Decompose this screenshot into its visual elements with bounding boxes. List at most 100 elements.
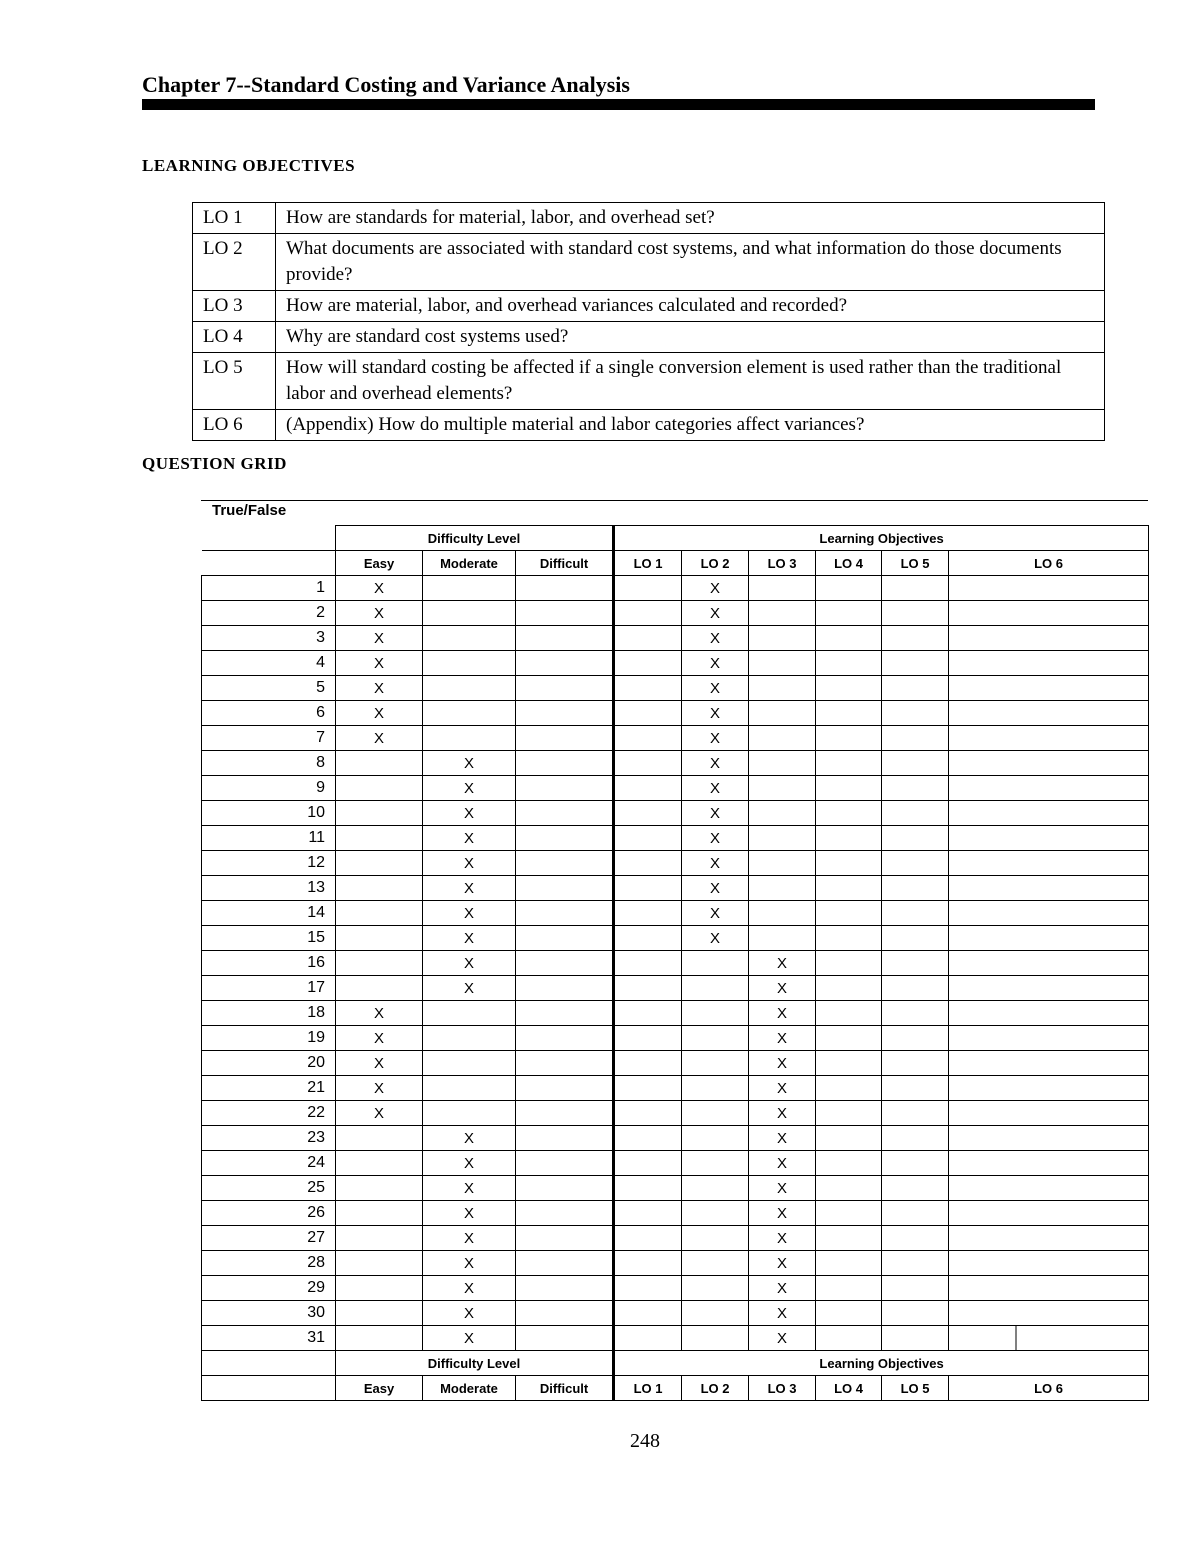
question-number: 30: [201, 1300, 336, 1326]
lo-cell: [881, 1300, 950, 1326]
lo-cell: [681, 1125, 750, 1151]
difficulty-cell: [514, 700, 616, 726]
lo-cell: [681, 1100, 750, 1126]
difficulty-cell: [514, 975, 616, 1001]
lo-cell: [815, 825, 883, 851]
difficulty-cell: [514, 925, 616, 951]
lo-cell: [881, 850, 950, 876]
lo-cell: [881, 775, 950, 801]
lo-cell: [948, 1125, 1150, 1151]
table-row: 29 X X: [201, 1275, 1150, 1301]
lo-cell: [948, 625, 1150, 651]
lo-cell: [748, 750, 817, 776]
table-row: 31 X X: [201, 1325, 1150, 1351]
question-number: 4: [201, 650, 336, 676]
question-number: 19: [201, 1025, 336, 1051]
difficulty-cell: [514, 1275, 616, 1301]
lo-cell: [815, 725, 883, 751]
lo-text: What documents are associated with stand…: [275, 233, 1105, 291]
lo-cell: [815, 1325, 883, 1351]
difficulty-cell: X: [422, 750, 516, 776]
lo-cell: [681, 950, 750, 976]
lo-cell: [948, 1300, 1150, 1326]
difficulty-cell: [514, 900, 616, 926]
learning-objectives-heading: LEARNING OBJECTIVES: [142, 156, 356, 175]
difficulty-cell: X: [335, 1050, 423, 1076]
lo-col-4: LO 4: [815, 1375, 883, 1401]
lo-col-5: LO 5: [881, 1375, 950, 1401]
lo-cell: [815, 575, 883, 601]
difficulty-col-easy: Easy: [335, 1375, 423, 1401]
lo-cell: [613, 975, 683, 1001]
lo-cell: [613, 800, 683, 826]
table-row: 28 X X: [201, 1250, 1150, 1276]
difficulty-cell: [422, 1100, 516, 1126]
lo-header: Learning Objectives: [613, 525, 1150, 551]
table-row: 12 X X: [201, 850, 1150, 876]
lo-cell: [815, 625, 883, 651]
lo-cell: X: [748, 1300, 817, 1326]
lo-cell: [681, 1225, 750, 1251]
lo-cell: X: [748, 1050, 817, 1076]
lo-cell: X: [681, 800, 750, 826]
lo-cell: [613, 1275, 683, 1301]
difficulty-cell: X: [422, 975, 516, 1001]
lo-cell: [948, 850, 1150, 876]
table-row: 15 X X: [201, 925, 1150, 951]
lo-cell: [948, 750, 1150, 776]
question-number: 28: [201, 1250, 336, 1276]
lo-cell: [881, 1225, 950, 1251]
lo-cell: [815, 800, 883, 826]
lo-cell: [881, 1125, 950, 1151]
lo-cell: [881, 675, 950, 701]
lo-text: How will standard costing be affected if…: [275, 352, 1105, 410]
difficulty-header: Difficulty Level: [334, 1350, 616, 1376]
lo-cell: [948, 1050, 1150, 1076]
lo-cell: [613, 1050, 683, 1076]
lo-cell: [881, 925, 950, 951]
lo-cell: [881, 1000, 950, 1026]
lo-cell: [948, 875, 1150, 901]
question-number: 15: [201, 925, 336, 951]
difficulty-cell: X: [422, 1275, 516, 1301]
lo-cell: [613, 725, 683, 751]
lo-cell: [881, 700, 950, 726]
question-number: 10: [201, 800, 336, 826]
difficulty-cell: [514, 1175, 616, 1201]
difficulty-cell: [514, 850, 616, 876]
lo-cell: [748, 725, 817, 751]
difficulty-cell: X: [422, 825, 516, 851]
difficulty-cell: X: [335, 650, 423, 676]
difficulty-cell: [335, 750, 423, 776]
lo-cell: [948, 900, 1150, 926]
lo-cell: [748, 575, 817, 601]
table-row: 9 X X: [201, 775, 1150, 801]
lo-cell: [948, 925, 1150, 951]
question-number: 22: [201, 1100, 336, 1126]
lo-cell: [681, 1150, 750, 1176]
lo-cell: X: [681, 650, 750, 676]
table-row: 30 X X: [201, 1300, 1150, 1326]
lo-cell: [681, 1325, 750, 1351]
title-rule: [142, 99, 1095, 110]
lo-cell: [613, 1325, 683, 1351]
difficulty-cell: X: [335, 675, 423, 701]
blank-cell: [201, 1375, 336, 1401]
question-number: 18: [201, 1000, 336, 1026]
lo-cell: [681, 975, 750, 1001]
lo-cell: X: [681, 750, 750, 776]
lo-cell: [681, 1000, 750, 1026]
lo-cell: [613, 1250, 683, 1276]
lo-cell: [948, 1325, 1150, 1351]
lo-cell: [613, 950, 683, 976]
lo-cell: [815, 650, 883, 676]
lo-cell: X: [681, 775, 750, 801]
difficulty-cell: [335, 1200, 423, 1226]
lo-cell: X: [748, 1225, 817, 1251]
lo-cell: [613, 1300, 683, 1326]
difficulty-cell: [335, 1300, 423, 1326]
lo-cell: [948, 825, 1150, 851]
question-number: 13: [201, 875, 336, 901]
difficulty-cell: [335, 875, 423, 901]
